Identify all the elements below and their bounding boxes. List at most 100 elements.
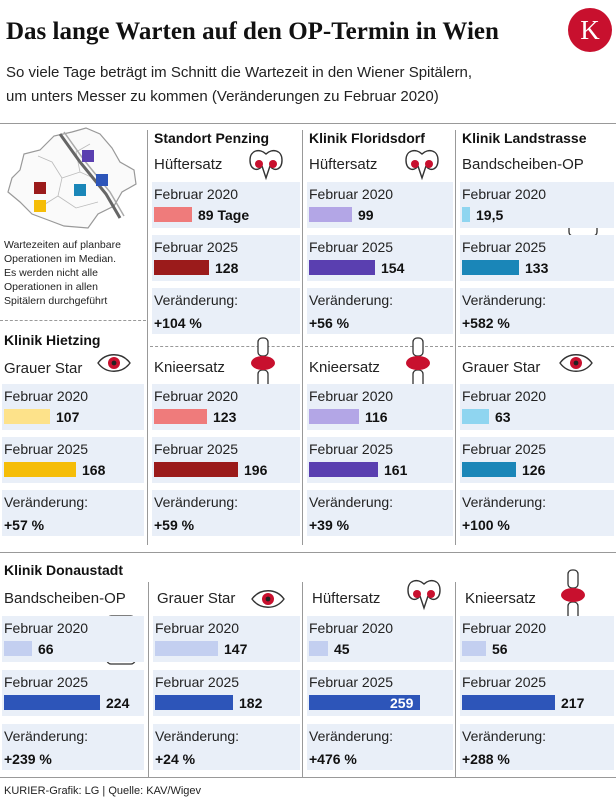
data-label: 19,5: [476, 207, 504, 223]
change-label: Veränderung:: [4, 728, 89, 744]
op-landstrasse-star: Grauer Star: [462, 359, 541, 376]
change-label: Veränderung:: [309, 292, 394, 308]
top-divider: [0, 123, 616, 124]
bar: [462, 409, 489, 424]
panel-band: [460, 490, 614, 536]
clinic-landstrasse: Klinik Landstrasse: [462, 130, 587, 146]
column-divider-1: [147, 130, 148, 545]
data-label: 99: [358, 207, 374, 223]
map-note: Wartezeiten auf planbare Operationen im …: [4, 239, 121, 307]
bar: [4, 695, 100, 710]
data-label: 224: [106, 695, 130, 711]
change-label: Veränderung:: [155, 728, 240, 744]
change-label: Veränderung:: [462, 292, 547, 308]
data-label: 56: [492, 641, 508, 657]
panel-band: [460, 182, 614, 228]
knee-icon: [251, 337, 275, 389]
clinic-penzing: Standort Penzing: [154, 130, 270, 146]
data-label: 196: [244, 462, 268, 478]
data-label: 154: [381, 260, 405, 276]
subtitle-line-1: So viele Tage beträgt im Schnitt die War…: [6, 64, 473, 81]
change-value: +239 %: [4, 751, 52, 767]
knee-icon: [561, 569, 585, 621]
panel-band: [460, 724, 614, 770]
category-label: Februar 2020: [462, 186, 547, 202]
column-divider-3: [455, 130, 456, 545]
data-label: 147: [224, 641, 248, 657]
bar: [154, 462, 238, 477]
data-label: 63: [495, 409, 511, 425]
map-marker-penzing: [34, 182, 46, 194]
change-value: +288 %: [462, 751, 510, 767]
change-value: +582 %: [462, 315, 510, 331]
data-label: 133: [525, 260, 549, 276]
bar: [462, 695, 555, 710]
category-label: Februar 2025: [4, 441, 89, 457]
panel-band: [2, 724, 144, 770]
panel-band: [460, 288, 614, 334]
data-label: 128: [215, 260, 239, 276]
category-label: Februar 2025: [154, 441, 239, 457]
hip-icon: [407, 579, 441, 611]
bar: [462, 260, 519, 275]
panel-band: [152, 490, 300, 536]
bar: [309, 462, 378, 477]
bar: [4, 462, 76, 477]
panel-band: [153, 724, 300, 770]
dash-divider-floridsdorf: [305, 346, 453, 347]
op-donaustadt-knee: Knieersatz: [465, 590, 536, 607]
hip-icon: [405, 149, 439, 181]
op-floridsdorf-knee: Knieersatz: [309, 359, 380, 376]
change-label: Veränderung:: [4, 494, 89, 510]
change-value: +56 %: [309, 315, 350, 331]
column-divider-2: [302, 130, 303, 545]
category-label: Februar 2020: [309, 388, 394, 404]
category-label: Februar 2020: [462, 620, 547, 636]
panel-band: [307, 616, 453, 662]
panel-band: [307, 490, 453, 536]
dash-divider-penzing: [150, 346, 300, 347]
op-donaustadt-disc: Bandscheiben-OP: [4, 590, 126, 607]
page-title: Das lange Warten auf den OP-Termin in Wi…: [6, 18, 499, 45]
change-value: +59 %: [154, 517, 195, 533]
bar: [309, 260, 375, 275]
bar: [4, 641, 32, 656]
op-penzing-hip: Hüftersatz: [154, 156, 223, 173]
bar: [155, 695, 233, 710]
data-label: 107: [56, 409, 80, 425]
bar: [154, 260, 209, 275]
data-label: 123: [213, 409, 237, 425]
bar: [309, 641, 328, 656]
bar: [309, 695, 420, 710]
map-marker-floridsdorf: [82, 150, 94, 162]
op-penzing-knee: Knieersatz: [154, 359, 225, 376]
map-marker-hietzing: [34, 200, 46, 212]
map-marker-donaustadt: [96, 174, 108, 186]
clinic-donaustadt: Klinik Donaustadt: [4, 562, 124, 578]
category-label: Februar 2020: [462, 388, 547, 404]
bar: [462, 641, 486, 656]
category-label: Februar 2020: [309, 186, 394, 202]
bar: [154, 409, 207, 424]
category-label: Februar 2025: [462, 441, 547, 457]
op-landstrasse-disc: Bandscheiben-OP: [462, 156, 584, 173]
change-value: +39 %: [309, 517, 350, 533]
category-label: Februar 2025: [309, 239, 394, 255]
bar: [154, 207, 192, 222]
column-divider-4: [148, 582, 149, 777]
category-label: Februar 2025: [462, 239, 547, 255]
op-floridsdorf-hip: Hüftersatz: [309, 156, 378, 173]
panel-band: [307, 288, 453, 334]
category-label: Februar 2025: [154, 239, 239, 255]
data-label: 66: [38, 641, 54, 657]
eye-icon: [251, 590, 285, 608]
data-label: 182: [239, 695, 263, 711]
bar: [155, 641, 218, 656]
panel-band: [152, 288, 300, 334]
change-label: Veränderung:: [154, 494, 239, 510]
change-value: +100 %: [462, 517, 510, 533]
category-label: Februar 2025: [155, 674, 240, 690]
knee-icon: [406, 337, 430, 389]
column-divider-5: [302, 582, 303, 777]
category-label: Februar 2020: [155, 620, 240, 636]
